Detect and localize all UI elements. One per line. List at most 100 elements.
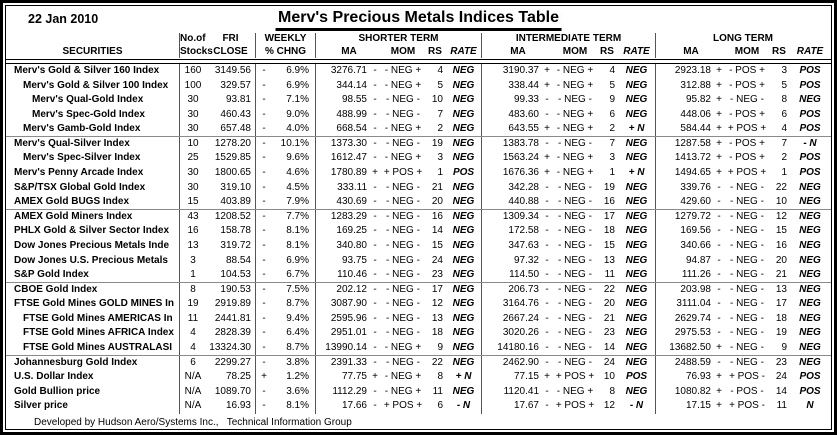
weekly-pct: 8.1% xyxy=(272,238,316,254)
lt-rate: NEG xyxy=(799,94,821,106)
st-rs: 11 xyxy=(432,385,443,397)
num-stocks: 30 xyxy=(187,108,199,120)
st-mom: - NEG - xyxy=(386,181,420,193)
weekly-pct: 7.7% xyxy=(272,209,316,225)
st-ma-trend: + xyxy=(372,167,378,179)
it-ma-trend: - xyxy=(545,225,549,237)
fri-close: 460.43 xyxy=(206,107,256,123)
fri-close: 93.81 xyxy=(206,93,256,108)
st-mom: - NEG - xyxy=(386,94,420,106)
weekly-pct: 9.4% xyxy=(272,311,316,327)
st-ma-trend: - xyxy=(373,298,377,310)
num-stocks: 30 xyxy=(187,94,199,106)
weekly-pct: 10.1% xyxy=(272,136,316,152)
header-no-of: No.of xyxy=(180,33,206,44)
st-rate: NEG xyxy=(446,253,482,269)
st-ma-trend: - xyxy=(373,400,377,412)
lt-ma-trend: + xyxy=(716,341,722,353)
report-footer: Developed by Hudson Aero/Systems Inc., T… xyxy=(34,416,352,428)
num-stocks: 4 xyxy=(190,327,196,339)
weekly-pct: 4.6% xyxy=(272,166,316,181)
num-stocks: 43 xyxy=(187,210,199,222)
lt-ma-trend: + xyxy=(716,385,722,397)
it-rate: - N xyxy=(618,399,656,414)
st-mom: - NEG + xyxy=(384,123,422,135)
it-rs: 2 xyxy=(609,123,615,135)
st-mom: - NEG + xyxy=(384,385,422,397)
lt-mom: - NEG - xyxy=(730,225,764,237)
security-name: FTSE Gold Mines AFRICA Index xyxy=(6,326,180,341)
it-rs: 20 xyxy=(603,298,615,310)
lt-ma: 312.88 xyxy=(680,79,711,91)
header-close: CLOSE xyxy=(206,45,256,58)
security-name: Dow Jones U.S. Precious Metals xyxy=(6,253,180,269)
it-rs: 7 xyxy=(609,137,615,149)
security-name: Merv's Gold & Silver 160 Index xyxy=(6,64,180,79)
st-mom: - NEG - xyxy=(386,239,420,251)
lt-ma: 448.06 xyxy=(680,108,711,120)
it-ma: 3020.26 xyxy=(502,327,539,339)
table-body: Merv's Gold & Silver 160 Index 160 3149.56… xyxy=(6,64,831,414)
it-ma: 172.58 xyxy=(508,225,539,237)
it-ma-trend: + xyxy=(544,79,550,91)
lt-rs: 14 xyxy=(775,385,787,397)
fri-close: 16.93 xyxy=(206,399,256,414)
it-ma-trend: - xyxy=(545,283,549,295)
st-rs: 13 xyxy=(431,312,443,324)
it-rate: NEG xyxy=(618,355,656,371)
st-rs: 20 xyxy=(431,196,443,208)
it-mom: - NEG + xyxy=(556,385,594,397)
report-date: 22 Jan 2010 xyxy=(28,12,99,26)
st-mom: - NEG + xyxy=(384,341,422,353)
lt-rs: 22 xyxy=(775,181,787,193)
it-rs: 13 xyxy=(603,254,615,266)
it-rate: NEG xyxy=(618,224,656,239)
st-ma-trend: - xyxy=(373,123,377,135)
weekly-sign: - xyxy=(262,65,266,76)
lt-mom: - NEG - xyxy=(730,181,764,193)
st-mom: - NEG - xyxy=(386,327,420,339)
lt-mom: - POS + xyxy=(729,65,765,76)
st-ma-trend: - xyxy=(373,94,377,106)
fri-close: 319.10 xyxy=(206,180,256,196)
it-ma: 338.44 xyxy=(508,79,539,91)
lt-mom: - NEG - xyxy=(730,341,764,353)
lt-mom: - NEG - xyxy=(730,356,764,368)
fri-close: 1089.70 xyxy=(206,384,256,400)
lt-rate: POS xyxy=(799,108,821,120)
st-ma: 3276.71 xyxy=(330,65,367,76)
st-ma-trend: - xyxy=(373,312,377,324)
weekly-sign: - xyxy=(262,283,266,295)
st-ma: 333.11 xyxy=(337,181,367,193)
security-name: Merv's Gamb-Gold Index xyxy=(6,122,180,136)
it-ma: 77.15 xyxy=(513,371,539,383)
header-rate: RATE xyxy=(796,46,824,57)
lt-ma-trend: - xyxy=(717,210,721,222)
lt-ma-trend: - xyxy=(717,283,721,295)
it-ma-trend: - xyxy=(545,181,549,193)
st-ma-trend: - xyxy=(373,283,377,295)
it-ma: 483.60 xyxy=(508,108,539,120)
table-row: Merv's Gamb-Gold Index 30 657.48-4.0% 668.5… xyxy=(6,122,831,137)
security-name: FTSE Gold Mines GOLD MINES In xyxy=(6,297,180,312)
lt-rs: 15 xyxy=(775,225,787,237)
st-ma-trend: - xyxy=(373,385,377,397)
lt-mom: - NEG - xyxy=(730,327,764,339)
it-rs: 3 xyxy=(609,152,615,164)
it-rate: NEG xyxy=(618,268,656,282)
st-ma-trend: - xyxy=(373,152,377,164)
lt-ma: 1279.72 xyxy=(674,210,711,222)
fri-close: 2299.27 xyxy=(206,355,256,371)
lt-ma: 1494.65 xyxy=(674,167,711,179)
weekly-sign: - xyxy=(262,341,266,353)
it-rate: NEG xyxy=(618,136,656,152)
table-row: AMEX Gold BUGS Index 15 403.89-7.9% 430.69-… xyxy=(6,195,831,210)
table-row: Merv's Penny Arcade Index 30 1800.65-4.6% 1… xyxy=(6,166,831,181)
lt-ma-trend: + xyxy=(716,137,722,149)
weekly-sign: - xyxy=(262,356,266,368)
lt-ma-trend: + xyxy=(716,123,722,135)
st-ma: 488.99 xyxy=(336,108,367,120)
it-ma: 1120.41 xyxy=(503,385,539,397)
lt-rs: 21 xyxy=(775,269,787,281)
